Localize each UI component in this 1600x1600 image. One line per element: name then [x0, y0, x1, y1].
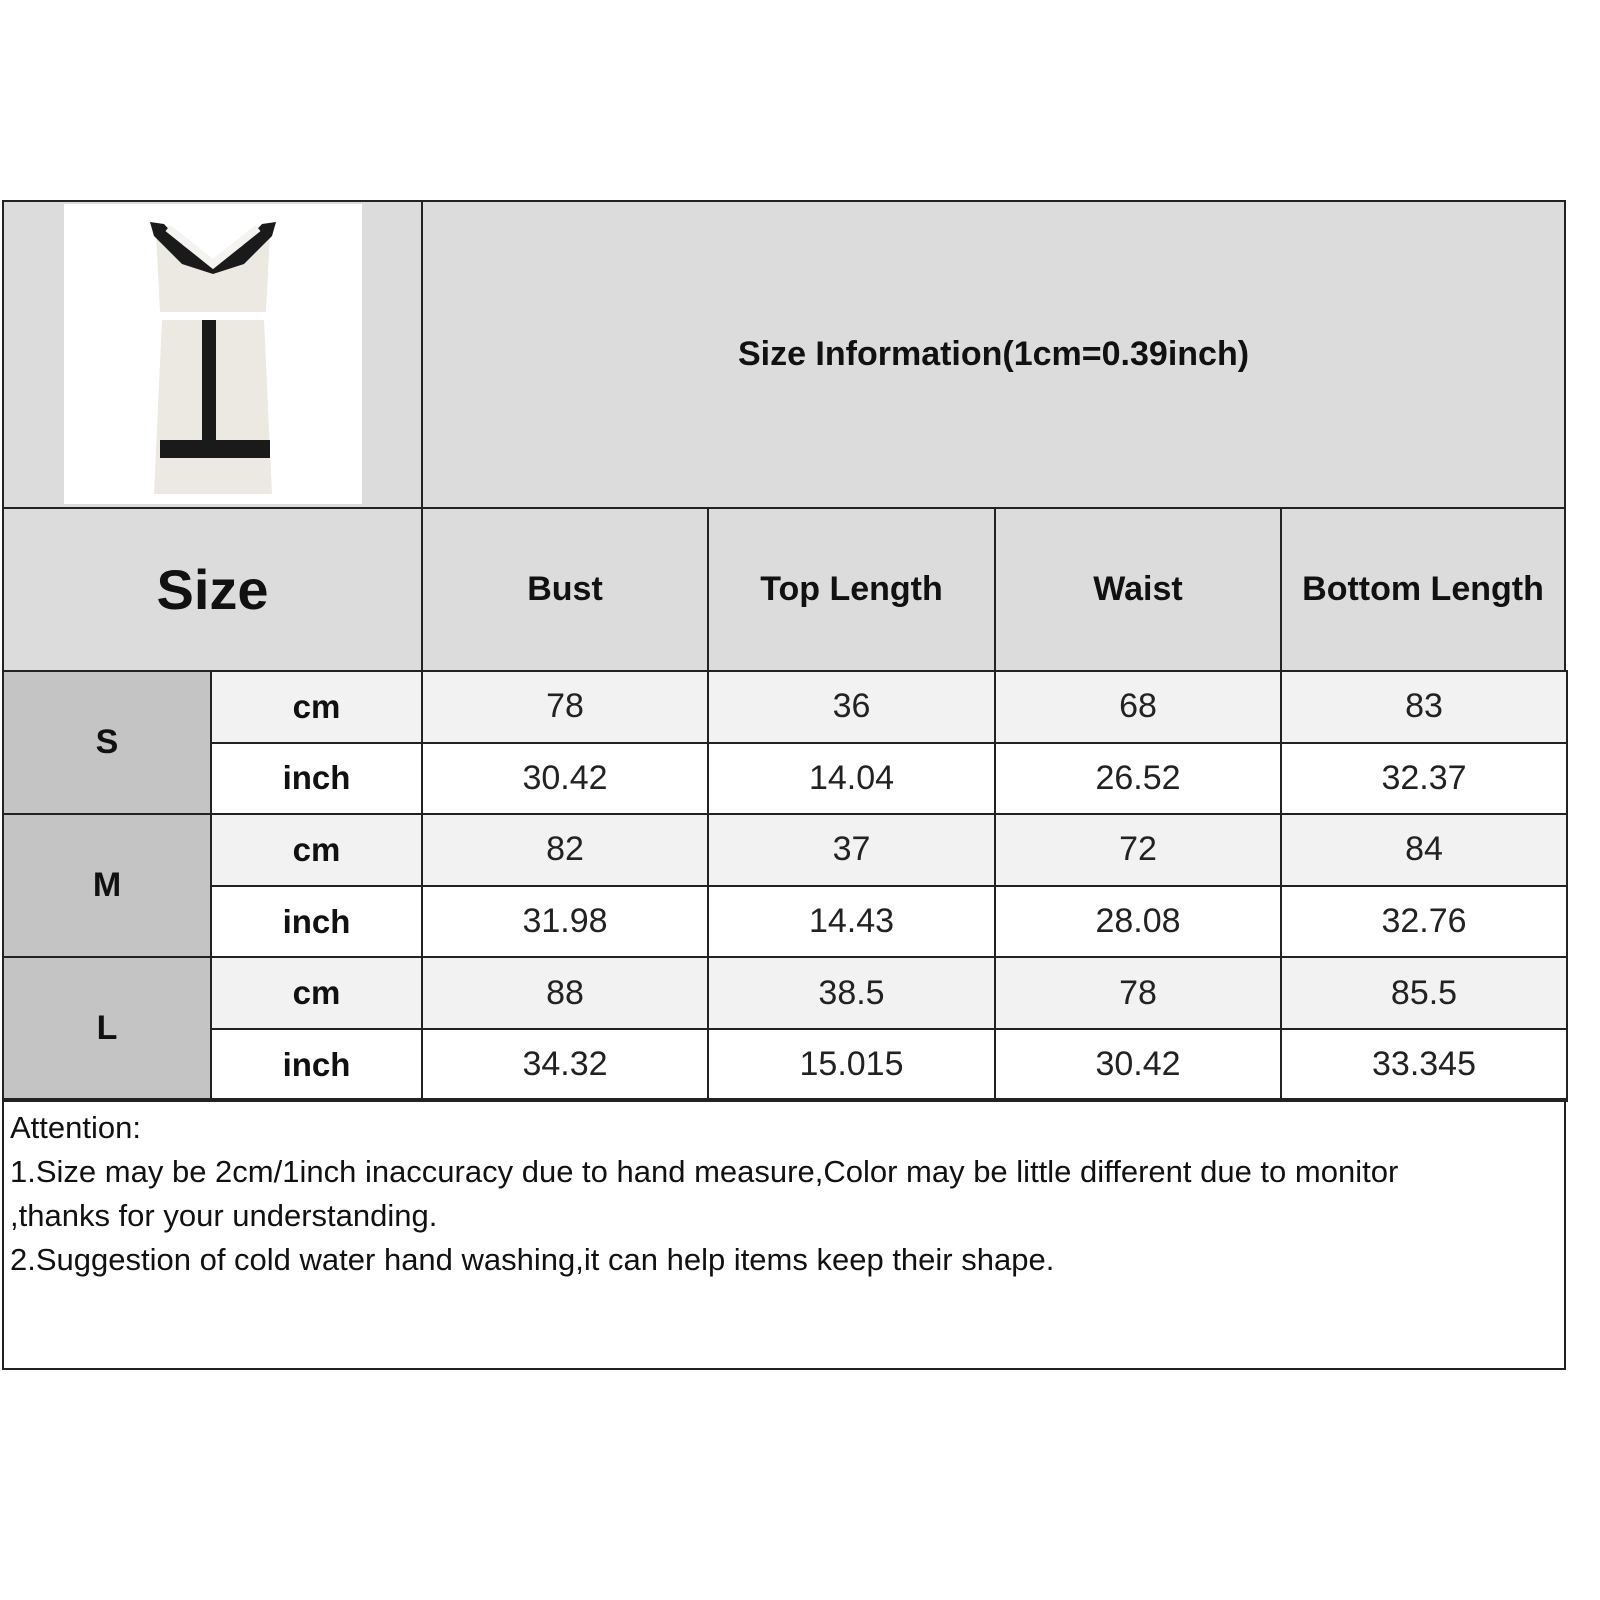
column-header-bust: Bust: [421, 507, 709, 672]
table-cell-cm: 84: [1280, 813, 1568, 887]
attention-notes: Attention: 1.Size may be 2cm/1inch inacc…: [2, 1098, 1566, 1370]
unit-label-inch: inch: [210, 1028, 423, 1102]
table-cell-inch: 32.76: [1280, 884, 1568, 959]
table-cell-cm: 78: [994, 956, 1282, 1030]
unit-label-cm: cm: [210, 813, 423, 887]
notes-line: 2.Suggestion of cold water hand washing,…: [10, 1242, 1055, 1277]
dress-icon: [150, 222, 276, 494]
table-cell-cm: 68: [994, 670, 1282, 744]
column-header-top-length: Top Length: [707, 507, 996, 672]
table-cell-inch: 33.345: [1280, 1028, 1568, 1102]
size-label-l: L: [2, 956, 212, 1102]
table-cell-cm: 88: [421, 956, 709, 1030]
table-cell-inch: 34.32: [421, 1028, 709, 1102]
table-cell-inch: 14.43: [707, 884, 996, 959]
table-cell-cm: 83: [1280, 670, 1568, 744]
table-cell-inch: 31.98: [421, 884, 709, 959]
table-cell-cm: 37: [707, 813, 996, 887]
column-header-bottom-length: Bottom Length: [1280, 507, 1566, 672]
table-cell-inch: 30.42: [421, 741, 709, 816]
table-cell-cm: 72: [994, 813, 1282, 887]
column-header-waist: Waist: [994, 507, 1282, 672]
table-cell-cm: 38.5: [707, 956, 996, 1030]
product-image: [64, 204, 362, 504]
size-column-header: Size: [2, 507, 423, 672]
table-cell-inch: 28.08: [994, 884, 1282, 959]
unit-label-cm: cm: [210, 956, 423, 1030]
table-cell-cm: 36: [707, 670, 996, 744]
size-label-m: M: [2, 813, 212, 959]
table-cell-cm: 85.5: [1280, 956, 1568, 1030]
table-cell-inch: 30.42: [994, 1028, 1282, 1102]
unit-label-cm: cm: [210, 670, 423, 744]
notes-heading: Attention:: [10, 1110, 141, 1145]
table-cell-inch: 15.015: [707, 1028, 996, 1102]
size-label-s: S: [2, 670, 212, 816]
unit-label-inch: inch: [210, 741, 423, 816]
table-cell-cm: 78: [421, 670, 709, 744]
table-cell-inch: 14.04: [707, 741, 996, 816]
size-chart-title: Size Information(1cm=0.39inch): [421, 200, 1566, 509]
unit-label-inch: inch: [210, 884, 423, 959]
table-cell-cm: 82: [421, 813, 709, 887]
table-cell-inch: 32.37: [1280, 741, 1568, 816]
notes-line: ,thanks for your understanding.: [10, 1198, 438, 1233]
table-cell-inch: 26.52: [994, 741, 1282, 816]
notes-line: 1.Size may be 2cm/1inch inaccuracy due t…: [10, 1154, 1399, 1189]
product-image-cell: [2, 200, 423, 509]
